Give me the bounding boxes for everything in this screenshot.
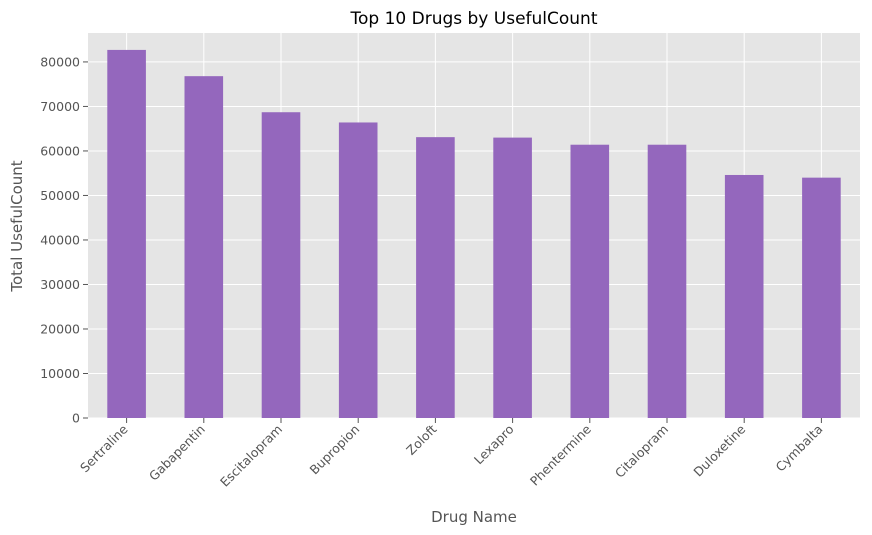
bar-sertraline (107, 49, 146, 418)
x-tick-label: Duloxetine (690, 421, 748, 479)
y-tick-label: 10000 (40, 366, 80, 381)
x-tick-label: Gabapentin (146, 422, 208, 484)
y-tick-label: 20000 (40, 321, 80, 336)
y-tick-label: 0 (72, 411, 80, 426)
chart-title: Top 10 Drugs by UsefulCount (349, 9, 597, 29)
y-axis-label: Total UsefulCount (8, 160, 26, 292)
x-axis-label: Drug Name (431, 508, 517, 526)
x-tick-label: Cymbalta (773, 422, 826, 475)
x-tick-label: Escitalopram (217, 422, 285, 490)
x-axis-ticks: Sertraline Gabapentin Escitalopram Bupropio… (77, 418, 826, 490)
x-tick-label: Phentermine (527, 421, 594, 488)
y-tick-label: 60000 (40, 143, 80, 158)
x-tick-label: Zoloft (403, 421, 439, 457)
y-tick-label: 70000 (40, 99, 80, 114)
y-tick-label: 80000 (40, 54, 80, 69)
bar-phentermine (570, 144, 610, 418)
bar-gabapentin (184, 76, 224, 419)
x-tick-label: Bupropion (307, 422, 363, 478)
bar-bupropion (338, 122, 378, 418)
y-tick-label: 40000 (40, 232, 80, 247)
x-tick-label: Lexapro (471, 422, 517, 468)
y-tick-label: 50000 (40, 188, 80, 203)
bar-citalopram (647, 144, 687, 418)
x-tick-label: Citalopram (612, 422, 671, 481)
y-tick-label: 30000 (40, 277, 80, 292)
y-axis-ticks: 0 10000 20000 30000 40000 50000 60000 70000 8000… (40, 54, 88, 426)
bar-lexapro (493, 137, 532, 418)
x-tick-label: Sertraline (77, 421, 131, 475)
bars (107, 49, 841, 419)
bar-zoloft (416, 137, 455, 419)
bar-cymbalta (802, 177, 841, 418)
bar-escitalopram (261, 112, 301, 418)
bar-duloxetine (724, 174, 764, 418)
